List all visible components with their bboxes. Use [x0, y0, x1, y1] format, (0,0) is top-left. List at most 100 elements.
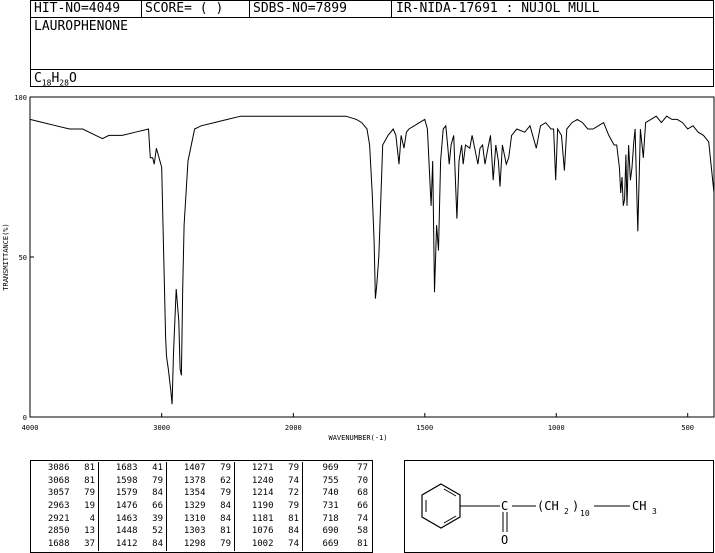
formula-c: C — [34, 71, 42, 86]
peak-transmittance: 72 — [288, 488, 299, 499]
ring-double-bond-1 — [443, 488, 457, 497]
peak-row: 1688 37 — [31, 538, 99, 551]
peak-wavenumber: 1476 — [115, 500, 138, 511]
peak-wavenumber: 2963 — [47, 500, 70, 511]
hit-number: HIT-NO=4049 — [34, 1, 121, 16]
peak-transmittance: 41 — [152, 462, 163, 473]
peak-table-column: 1683 41 1598 79 1579 84 1476 66 1463 39 1448 52 1412… — [99, 462, 167, 551]
chain-open: (CH — [537, 499, 559, 513]
peak-transmittance: 19 — [84, 500, 95, 511]
peak-transmittance: 84 — [152, 539, 163, 550]
chain-h-count: 2 — [564, 507, 569, 516]
plot-frame — [29, 96, 715, 418]
peak-wavenumber: 1412 — [115, 539, 138, 550]
peak-row: 1683 41 — [99, 462, 167, 475]
chain-repeat-count: 10 — [580, 509, 590, 518]
peak-transmittance: 74 — [288, 539, 299, 550]
y-tick-label: 100 — [14, 94, 27, 102]
peak-wavenumber: 1303 — [183, 526, 206, 537]
peak-row: 1407 79 — [167, 462, 235, 475]
peak-wavenumber: 1181 — [251, 513, 274, 524]
peak-transmittance: 68 — [357, 488, 368, 499]
peak-wavenumber: 718 — [322, 513, 339, 524]
x-axis-label: WAVENUMBER(-1) — [328, 434, 387, 442]
x-tick-label: 1500 — [416, 424, 433, 432]
peak-row: 1240 74 — [235, 475, 303, 488]
peak-transmittance: 4 — [89, 513, 95, 524]
score: SCORE= ( ) — [145, 1, 224, 16]
methyl-group: CH — [632, 499, 646, 513]
formula-box — [30, 69, 714, 87]
x-tick-label: 3000 — [153, 424, 170, 432]
peak-transmittance: 39 — [152, 513, 163, 524]
peak-wavenumber: 1271 — [251, 462, 274, 473]
x-tick-label: 2000 — [285, 424, 302, 432]
peak-row: 1271 79 — [235, 462, 303, 475]
methyl-h-count: 3 — [652, 507, 657, 516]
peak-wavenumber: 1214 — [251, 488, 274, 499]
peak-wavenumber: 1354 — [183, 488, 206, 499]
peak-row: 690 58 — [303, 526, 371, 539]
peak-transmittance: 70 — [357, 475, 368, 486]
peak-wavenumber: 755 — [322, 475, 339, 486]
peak-transmittance: 13 — [84, 526, 95, 537]
ir-spectrum-chart: 4000 3000 2000 1500 1000 500 0 50 100 WAVENUMBE… — [2, 94, 715, 442]
header-divider-1 — [141, 0, 142, 18]
peak-transmittance: 66 — [357, 500, 368, 511]
peak-transmittance: 74 — [357, 513, 368, 524]
molecular-structure: C O (CH 2 ) 10 CH 3 — [421, 483, 657, 547]
y-axis-label: TRANSMITTANCE(%) — [2, 223, 10, 290]
peak-wavenumber: 1298 — [183, 539, 206, 550]
sdbs-number: SDBS-NO=7899 — [253, 1, 347, 16]
peak-row: 1303 81 — [167, 526, 235, 539]
carbonyl-carbon: C — [501, 499, 508, 513]
spectrum-series-line — [29, 115, 715, 405]
peak-wavenumber: 669 — [322, 539, 339, 550]
peak-row: 740 68 — [303, 487, 371, 500]
formula-c-count: 18 — [41, 78, 52, 88]
peak-wavenumber: 3086 — [47, 462, 70, 473]
peak-row: 3057 79 — [31, 487, 99, 500]
peak-row: 669 81 — [303, 538, 371, 551]
ir-identifier: IR-NIDA-17691 : NUJOL MULL — [396, 1, 600, 16]
peak-transmittance: 84 — [152, 488, 163, 499]
peak-row: 969 77 — [303, 462, 371, 475]
peak-transmittance: 84 — [220, 513, 231, 524]
peak-wavenumber: 3068 — [47, 475, 70, 486]
peak-row: 1378 62 — [167, 475, 235, 488]
header-divider-3 — [391, 0, 392, 18]
peak-wavenumber: 1407 — [183, 462, 206, 473]
peak-row: 1579 84 — [99, 487, 167, 500]
x-tick-label: 500 — [681, 424, 694, 432]
peak-row: 1329 84 — [167, 500, 235, 513]
formula-h: H — [51, 71, 60, 86]
peak-wavenumber: 740 — [322, 488, 339, 499]
peak-row: 3086 81 — [31, 462, 99, 475]
peak-table-column: 1407 79 1378 62 1354 79 1329 84 1310 84 1303 81 1298… — [167, 462, 235, 551]
carbonyl-oxygen: O — [501, 533, 508, 547]
peak-wavenumber: 2850 — [47, 526, 70, 537]
formula-h-count: 28 — [59, 78, 69, 88]
peak-wavenumber: 1076 — [251, 526, 274, 537]
peak-wavenumber: 1579 — [115, 488, 138, 499]
peak-row: 1214 72 — [235, 487, 303, 500]
peak-wavenumber: 1683 — [115, 462, 138, 473]
peak-wavenumber: 1598 — [115, 475, 138, 486]
peak-row: 1190 79 — [235, 500, 303, 513]
peak-row: 1448 52 — [99, 526, 167, 539]
peak-wavenumber: 1310 — [183, 513, 206, 524]
peak-transmittance: 79 — [220, 462, 231, 473]
peak-row: 1476 66 — [99, 500, 167, 513]
peak-wavenumber: 1240 — [251, 475, 274, 486]
peak-transmittance: 79 — [288, 462, 299, 473]
peak-transmittance: 81 — [288, 513, 299, 524]
peak-row: 1310 84 — [167, 513, 235, 526]
peak-transmittance: 66 — [152, 500, 163, 511]
peak-row: 1463 39 — [99, 513, 167, 526]
peak-transmittance: 79 — [220, 539, 231, 550]
peak-transmittance: 79 — [220, 488, 231, 499]
peak-wavenumber: 1688 — [47, 539, 70, 550]
peak-transmittance: 74 — [288, 475, 299, 486]
peak-transmittance: 52 — [152, 526, 163, 537]
peak-row: 2850 13 — [31, 526, 99, 539]
